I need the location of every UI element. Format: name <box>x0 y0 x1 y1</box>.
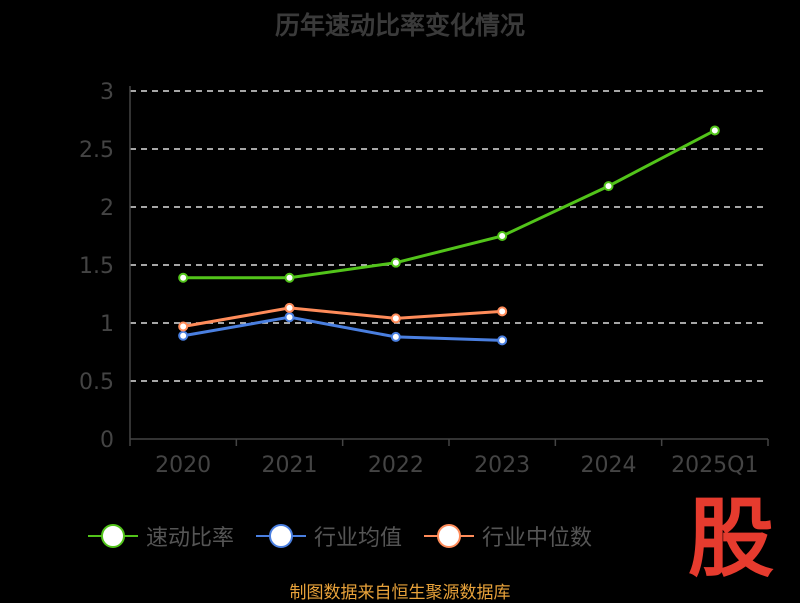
x-tick-label: 2020 <box>155 453 211 478</box>
data-point <box>497 231 508 241</box>
source-note: 制图数据来自恒生聚源数据库 <box>289 583 511 603</box>
y-tick-label: 0 <box>100 428 114 453</box>
data-point <box>390 313 401 324</box>
x-tick-label: 2021 <box>262 453 318 478</box>
y-tick-label: 1 <box>100 312 114 337</box>
data-point <box>178 272 189 283</box>
y-tick-label: 2 <box>100 196 114 221</box>
y-tick-label: 0.5 <box>79 370 114 395</box>
data-point <box>284 312 295 323</box>
legend-label: 行业均值 <box>313 526 402 551</box>
data-point <box>390 331 401 342</box>
series-line-1 <box>182 315 503 342</box>
y-tick-label: 3 <box>100 80 114 105</box>
data-point <box>178 330 189 341</box>
series-line-0 <box>183 129 716 280</box>
data-point <box>178 321 189 332</box>
data-point <box>497 335 508 346</box>
x-tick-label: 2023 <box>474 453 530 478</box>
data-point <box>709 125 720 136</box>
legend: 速动比率 行业均值 行业中位数 <box>0 520 680 552</box>
x-tick-label: 2022 <box>368 453 424 478</box>
y-tick-label: 2.5 <box>79 138 114 163</box>
legend-marker-icon <box>424 524 474 548</box>
data-point <box>603 181 614 192</box>
legend-item[interactable]: 速动比率 <box>87 520 234 552</box>
chart-title: 历年速动比率变化情况 <box>274 11 525 40</box>
legend-label: 行业中位数 <box>482 526 593 551</box>
x-tick-label: 2024 <box>581 453 637 478</box>
data-point <box>284 302 295 313</box>
x-tick-label: 2025Q1 <box>671 453 758 478</box>
series-line-2 <box>182 306 503 328</box>
data-point <box>390 257 401 268</box>
legend-marker-icon <box>87 524 138 548</box>
legend-marker-icon <box>255 524 306 548</box>
y-tick-label: 1.5 <box>79 254 114 279</box>
brand-logo: 股 <box>688 488 774 589</box>
legend-item[interactable]: 行业中位数 <box>424 520 592 552</box>
data-point <box>284 272 295 283</box>
data-point <box>497 306 508 317</box>
legend-item[interactable]: 行业均值 <box>255 520 402 552</box>
legend-label: 速动比率 <box>145 526 234 551</box>
